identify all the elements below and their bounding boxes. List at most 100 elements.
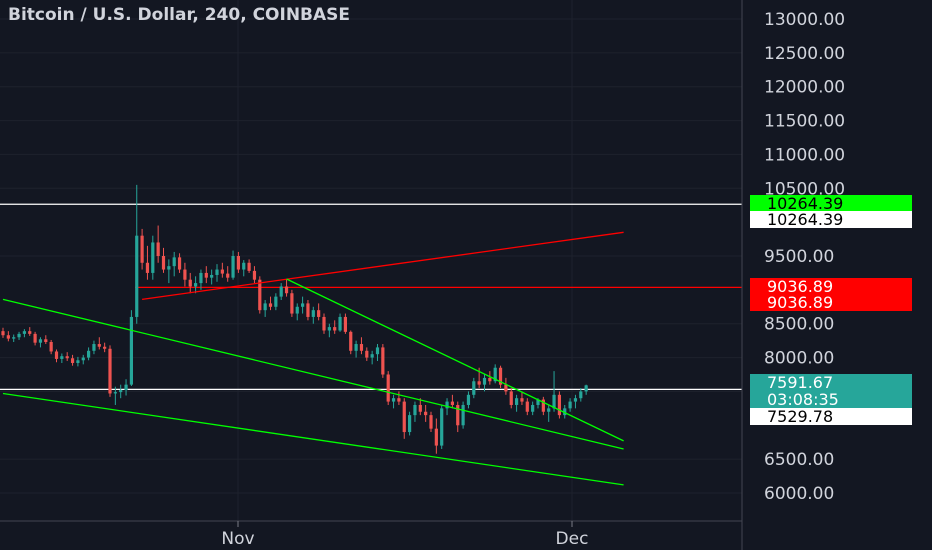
price-tick-label: 11000.00 bbox=[764, 145, 845, 165]
candle-body bbox=[547, 408, 551, 412]
candle-body bbox=[408, 415, 412, 433]
candle-body bbox=[145, 262, 150, 273]
price-tick-label: 10500.00 bbox=[764, 179, 845, 199]
candle-body bbox=[76, 360, 80, 363]
candle-body bbox=[295, 306, 299, 314]
candle-body bbox=[33, 333, 37, 343]
candle-body bbox=[322, 316, 326, 331]
candle-body bbox=[70, 358, 75, 363]
price-tag-label: 7591.67 bbox=[767, 373, 833, 392]
candle-body bbox=[338, 316, 342, 331]
candle-body bbox=[194, 283, 198, 287]
candle-body bbox=[210, 274, 214, 278]
candle-body bbox=[28, 331, 32, 334]
trendline[interactable] bbox=[142, 231, 624, 300]
candle-body bbox=[381, 347, 385, 375]
candle-body bbox=[65, 356, 69, 359]
candle-body bbox=[87, 350, 91, 358]
candle-body bbox=[579, 391, 583, 399]
price-tag-label: 10264.39 bbox=[767, 194, 843, 213]
candle-body bbox=[124, 384, 128, 391]
grid-lines bbox=[0, 0, 742, 521]
candle-body bbox=[563, 408, 567, 416]
candle-body bbox=[199, 272, 203, 284]
candle-body bbox=[135, 235, 139, 317]
trendline[interactable] bbox=[286, 278, 624, 442]
candle-body bbox=[327, 327, 331, 331]
candle-body bbox=[504, 384, 508, 392]
candle-body bbox=[445, 401, 449, 409]
trendlines bbox=[2, 231, 624, 486]
candle-body bbox=[274, 296, 278, 307]
candle-body bbox=[247, 262, 251, 271]
candle-body bbox=[482, 377, 487, 385]
time-axis[interactable]: Nov Dec bbox=[221, 521, 588, 549]
price-axis[interactable]: 13000.00 12500.00 12000.00 11500.00 11000.00… bbox=[764, 10, 845, 504]
candle-body bbox=[573, 398, 578, 402]
candle-body bbox=[461, 404, 465, 426]
price-tag bbox=[750, 294, 912, 311]
price-tick-label: 12000.00 bbox=[764, 78, 845, 98]
candle-body bbox=[424, 411, 428, 416]
candle-body bbox=[525, 401, 529, 412]
candle-body bbox=[306, 303, 310, 317]
price-tick-label: 11500.00 bbox=[764, 112, 845, 132]
candle-body bbox=[140, 235, 144, 263]
candle-body bbox=[557, 394, 561, 416]
horizontal-levels bbox=[0, 203, 742, 391]
price-tag bbox=[750, 278, 912, 295]
trendline[interactable] bbox=[2, 392, 624, 486]
candle-body bbox=[236, 256, 240, 270]
candle-body bbox=[472, 381, 476, 395]
candle-body bbox=[204, 272, 208, 278]
candle-body bbox=[231, 256, 235, 278]
candle-body bbox=[258, 279, 262, 311]
price-tick-label: 8500.00 bbox=[764, 315, 834, 335]
price-tag bbox=[750, 408, 912, 425]
candle-body bbox=[541, 399, 545, 412]
candle-body bbox=[333, 327, 337, 331]
price-tag-label: 03:08:35 bbox=[767, 390, 839, 409]
candle-body bbox=[509, 391, 513, 405]
candle-body bbox=[119, 390, 123, 393]
candle-body bbox=[418, 404, 422, 412]
candle-body bbox=[263, 303, 267, 311]
price-tag bbox=[750, 391, 912, 408]
time-tick-label: Nov bbox=[221, 529, 254, 549]
candle-body bbox=[349, 331, 353, 351]
candle-body bbox=[536, 399, 540, 405]
candle-body bbox=[429, 415, 433, 429]
candle-body bbox=[215, 269, 219, 275]
candle-body bbox=[493, 367, 497, 382]
candle-body bbox=[354, 344, 358, 351]
price-tick-label: 9500.00 bbox=[764, 247, 834, 267]
candle-body bbox=[268, 303, 273, 307]
chart-title: Bitcoin / U.S. Dollar, 240, COINBASE bbox=[8, 5, 350, 25]
candle-body bbox=[108, 348, 112, 394]
candle-body bbox=[183, 269, 187, 280]
price-tag bbox=[750, 211, 912, 228]
candle-body bbox=[54, 351, 59, 359]
candle-body bbox=[397, 398, 401, 402]
candle-body bbox=[242, 262, 246, 270]
candle-body bbox=[44, 339, 48, 342]
candle-body bbox=[477, 381, 481, 385]
candle-body bbox=[113, 392, 117, 394]
candle-body bbox=[284, 286, 289, 294]
candle-body bbox=[386, 374, 390, 402]
price-tag-label: 9036.89 bbox=[767, 293, 833, 312]
price-tick-label: 6500.00 bbox=[764, 450, 834, 470]
price-tag bbox=[750, 195, 912, 212]
candle-body bbox=[252, 270, 257, 280]
candle-body bbox=[279, 286, 283, 297]
trendline[interactable] bbox=[2, 298, 624, 450]
candle-body bbox=[60, 356, 64, 359]
candle-body bbox=[343, 316, 347, 332]
price-tick-label: 13000.00 bbox=[764, 10, 845, 30]
price-tag bbox=[750, 374, 912, 391]
candle-body bbox=[1, 331, 5, 336]
candle-body bbox=[488, 377, 492, 382]
